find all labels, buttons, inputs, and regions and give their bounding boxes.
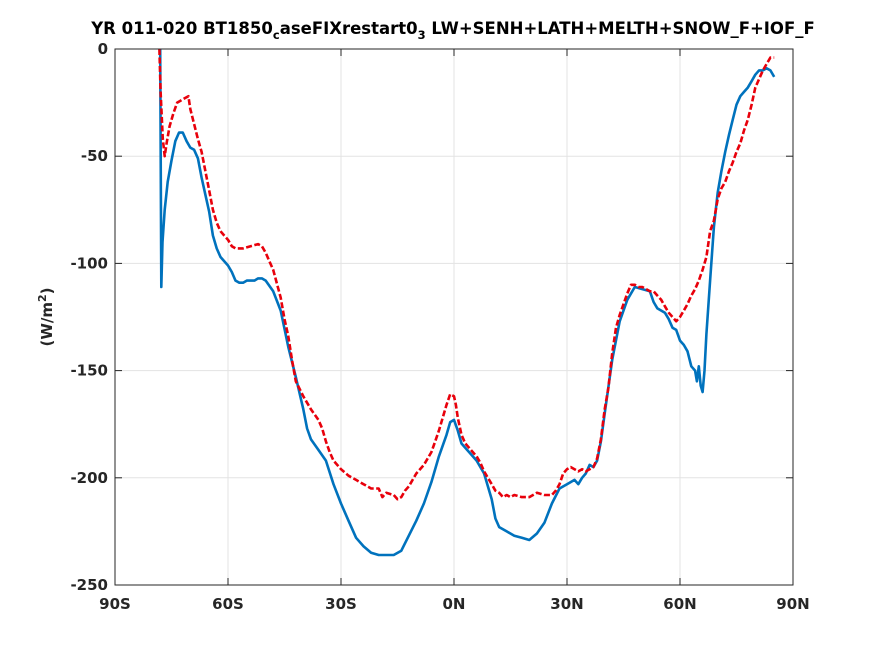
title-part-1: YR 011-020 BT1850 (90, 19, 273, 38)
x-tick-label: 30N (550, 595, 583, 613)
y-tick-label: -250 (70, 576, 108, 594)
title-part-3: LW+SENH+LATH+MELTH+SNOW_F+IOF_F (426, 19, 815, 38)
title-part-2: aseFIXrestart0 (280, 19, 418, 38)
series-line-1 (158, 48, 776, 557)
series-layer (158, 48, 776, 557)
series-line-2 (158, 48, 775, 501)
x-tick-label: 60N (663, 595, 696, 613)
y-tick-label: -100 (70, 254, 108, 272)
x-tick-label: 90N (776, 595, 809, 613)
x-tick-label: 60S (212, 595, 244, 613)
y-tick-label: -50 (81, 147, 108, 165)
y-tick-label: -200 (70, 469, 108, 487)
chart-title: YR 011-020 BT1850caseFIXrestart03 LW+SEN… (90, 19, 815, 42)
y-tick-label: -150 (70, 362, 108, 380)
ticks: 90S 60S 30S 0N 30N 60N 90N 0 -50 -100 -150 -200 -250 (70, 40, 809, 613)
y-label-close: ) (38, 287, 56, 294)
y-label-superscript: 2 (36, 294, 49, 302)
x-tick-label: 0N (443, 595, 466, 613)
x-tick-label: 30S (325, 595, 357, 613)
y-tick-label: 0 (98, 40, 108, 58)
y-axis-label: (W/m2) (36, 287, 56, 346)
x-tick-label: 90S (99, 595, 131, 613)
title-subscript-2: 3 (418, 28, 426, 42)
y-label-main: (W/m (38, 302, 56, 347)
title-subscript-1: c (273, 28, 280, 42)
